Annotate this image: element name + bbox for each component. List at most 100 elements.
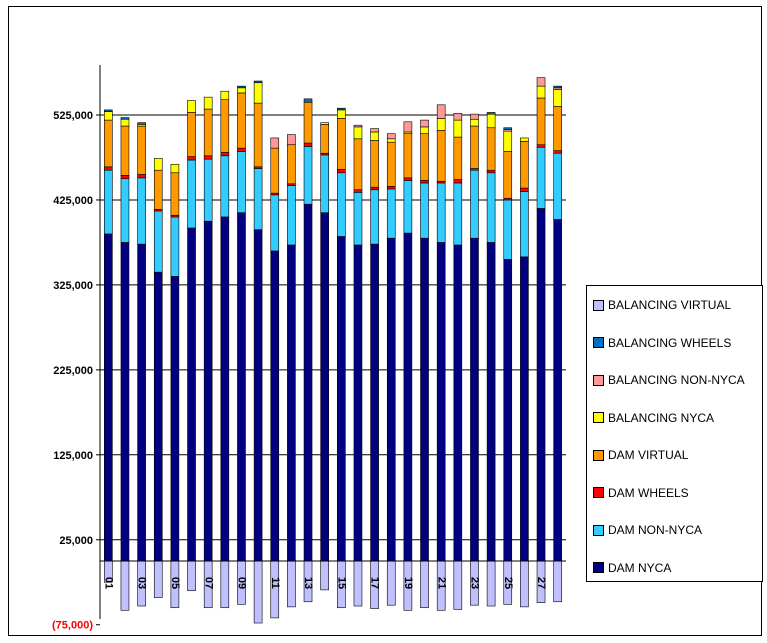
bar-segment-balancing-nyca-28 — [553, 89, 562, 107]
legend-swatch — [593, 487, 604, 498]
grid-layer — [100, 114, 566, 541]
bars-layer — [104, 77, 562, 624]
legend-label: DAM VIRTUAL — [608, 448, 689, 462]
legend-item-balancing-wheels: BALANCING WHEELS — [593, 336, 731, 350]
x-tick-label-23: 23 — [469, 577, 481, 589]
bar-segment-dam-virtual-11 — [270, 147, 280, 194]
bar-segment-dam-non-nyca-19 — [403, 180, 413, 234]
bar-segment-dam-wheels-28 — [553, 150, 562, 154]
bar-segment-dam-non-nyca-17 — [370, 189, 379, 245]
bar-segment-dam-virtual-25 — [503, 151, 513, 199]
bar-segment-balancing-nyca-23 — [470, 118, 479, 127]
bar-segment-dam-non-nyca-25 — [503, 199, 513, 260]
bar-segment-dam-nyca-17 — [370, 243, 379, 562]
bar-segment-dam-nyca-14 — [320, 212, 329, 562]
bar-segment-balancing-virtual-28 — [553, 560, 562, 603]
bar-segment-balancing-wheels-24 — [486, 112, 496, 115]
bar-segment-dam-virtual-28 — [553, 106, 562, 151]
bar-segment-balancing-nyca-05 — [170, 163, 180, 174]
legend-label: DAM NYCA — [608, 560, 672, 575]
bar-segment-dam-non-nyca-10 — [253, 168, 263, 230]
bar-segment-dam-nyca-27 — [536, 208, 546, 562]
bar-segment-dam-virtual-10 — [253, 102, 263, 168]
bar-segment-dam-non-nyca-22 — [453, 182, 463, 246]
bar-segment-dam-wheels-16 — [353, 189, 363, 193]
bar-segment-dam-nyca-22 — [453, 244, 463, 562]
bar-segment-dam-non-nyca-11 — [270, 194, 280, 252]
bar-segment-dam-virtual-05 — [170, 172, 180, 216]
bar-segment-dam-nyca-26 — [520, 256, 529, 562]
bar-segment-dam-nyca-05 — [170, 276, 180, 562]
y-tick-label: 525,000 — [53, 110, 93, 122]
x-tick-label-13: 13 — [302, 577, 314, 589]
bar-segment-dam-nyca-18 — [386, 237, 396, 562]
bar-segment-balancing-nyca-02 — [120, 118, 130, 127]
x-tick-label-15: 15 — [335, 577, 347, 589]
bar-segment-dam-nyca-12 — [287, 244, 296, 562]
axis-layer — [96, 65, 566, 626]
bar-segment-dam-nyca-25 — [503, 259, 513, 562]
bar-segment-balancing-non-nyca-18 — [386, 133, 396, 140]
x-tick-label-05: 05 — [169, 577, 181, 589]
bar-segment-dam-nyca-11 — [270, 250, 280, 562]
bar-segment-balancing-virtual-02 — [120, 560, 130, 611]
bar-segment-balancing-wheels-10 — [253, 80, 263, 84]
bar-segment-dam-non-nyca-08 — [220, 155, 230, 218]
x-tick-label-07: 07 — [202, 577, 214, 589]
chart-frame: 525,000 425,000 325,000 225,000 125,000 25,00… — [8, 6, 763, 636]
bar-segment-dam-non-nyca-24 — [486, 172, 496, 243]
x-tick-label-17: 17 — [369, 577, 381, 589]
bar-segment-dam-virtual-26 — [520, 141, 529, 189]
bar-segment-balancing-non-nyca-11 — [270, 137, 280, 149]
bar-segment-dam-virtual-20 — [420, 133, 429, 181]
bar-segment-dam-non-nyca-20 — [420, 182, 429, 239]
bar-segment-dam-non-nyca-21 — [436, 182, 446, 243]
bar-segment-balancing-non-nyca-19 — [403, 121, 413, 133]
legend-swatch — [593, 299, 604, 311]
x-tick-label-09: 09 — [236, 577, 248, 589]
bar-segment-dam-nyca-28 — [553, 219, 562, 562]
legend-item-balancing-nyca: BALANCING NYCA — [593, 411, 714, 425]
bar-segment-dam-wheels-08 — [220, 152, 230, 157]
bar-segment-balancing-non-nyca-16 — [353, 124, 363, 128]
bar-segment-dam-virtual-16 — [353, 138, 363, 191]
x-tick-label-11: 11 — [269, 577, 281, 589]
bar-segment-dam-nyca-01 — [104, 233, 113, 562]
bar-segment-balancing-non-nyca-23 — [470, 113, 479, 120]
bar-segment-dam-virtual-07 — [203, 108, 213, 157]
legend-label: BALANCING NYCA — [608, 410, 715, 425]
bar-segment-balancing-virtual-16 — [353, 560, 363, 607]
legend-label: BALANCING VIRTUAL — [608, 298, 732, 312]
y-tick-label: 225,000 — [53, 365, 93, 377]
bar-segment-balancing-virtual-26 — [520, 560, 529, 608]
bar-segment-dam-virtual-19 — [403, 133, 413, 179]
bar-segment-balancing-nyca-26 — [520, 137, 529, 142]
bar-segment-dam-non-nyca-27 — [536, 146, 546, 209]
x-tick-label-01: 01 — [102, 577, 114, 589]
bar-segment-dam-nyca-04 — [153, 271, 163, 562]
bar-segment-balancing-virtual-24 — [486, 560, 496, 607]
bar-segment-dam-virtual-21 — [436, 129, 446, 182]
legend-swatch — [593, 337, 604, 348]
legend-item-balancing-non-nyca: BALANCING NON-NYCA — [593, 373, 745, 387]
bar-segment-dam-virtual-12 — [287, 144, 296, 185]
bar-segment-balancing-virtual-12 — [287, 560, 296, 608]
bar-segment-dam-non-nyca-02 — [120, 178, 130, 243]
bar-segment-dam-non-nyca-03 — [137, 177, 146, 245]
bar-segment-dam-non-nyca-04 — [153, 210, 163, 273]
bar-segment-dam-virtual-01 — [104, 119, 113, 168]
x-tick-label-27: 27 — [535, 577, 547, 589]
bar-segment-dam-nyca-19 — [403, 232, 413, 562]
bar-segment-balancing-nyca-06 — [187, 100, 196, 113]
bar-segment-dam-non-nyca-06 — [187, 159, 196, 229]
bar-segment-balancing-non-nyca-21 — [436, 104, 446, 119]
bar-segment-dam-virtual-08 — [220, 99, 230, 153]
bar-segment-dam-virtual-22 — [453, 136, 463, 180]
bar-segment-balancing-nyca-07 — [203, 96, 213, 110]
bar-segment-balancing-virtual-04 — [153, 560, 163, 598]
bar-segment-dam-nyca-23 — [470, 237, 479, 562]
bar-segment-dam-non-nyca-28 — [553, 152, 562, 220]
x-tick-label-21: 21 — [435, 577, 447, 589]
bar-segment-dam-non-nyca-05 — [170, 216, 180, 277]
legend-swatch — [593, 449, 604, 461]
